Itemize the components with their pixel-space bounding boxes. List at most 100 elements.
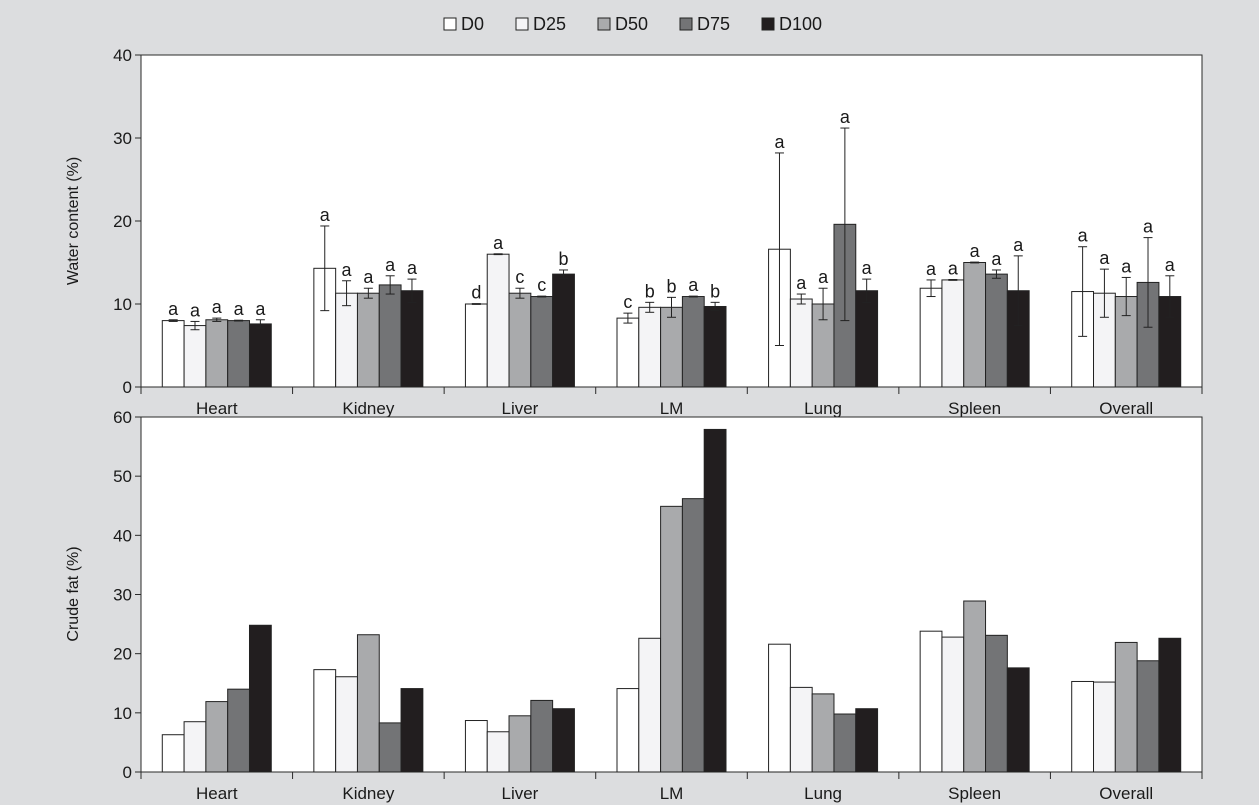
bar-lung-d100 <box>855 290 879 388</box>
significance-letter: a <box>1078 226 1089 246</box>
y-tick-label: 30 <box>113 129 132 148</box>
bar-heart-d50 <box>205 319 229 388</box>
legend-label-d100: D100 <box>779 14 822 34</box>
significance-letter: d <box>471 283 481 303</box>
legend-swatch-d50 <box>597 17 611 31</box>
significance-letter: a <box>688 275 699 295</box>
bar-spleen-d50 <box>963 262 987 388</box>
bar-liver-d50 <box>508 292 532 388</box>
category-label-lung: Lung <box>804 399 842 418</box>
significance-letter: a <box>493 233 504 253</box>
legend-swatch-d0 <box>443 17 457 31</box>
y-tick-label: 50 <box>113 467 132 486</box>
category-label-kidney: Kidney <box>342 399 394 418</box>
bar-lm-d50 <box>660 505 683 773</box>
bar-lung-d25 <box>789 298 813 388</box>
significance-letter: a <box>1099 248 1110 268</box>
significance-letter: a <box>407 258 418 278</box>
water-content-chart: 0 10 20 30 40 Water content (%) Heart Kidney Liv… <box>65 46 1203 418</box>
bar-kidney-d75 <box>378 722 402 773</box>
bar-kidney-d100 <box>400 688 424 773</box>
y-tick-label: 0 <box>123 378 132 397</box>
category-label-overall: Overall <box>1099 399 1153 418</box>
bar-heart-d75 <box>227 688 250 773</box>
bar-lm-d100 <box>703 428 727 773</box>
bar-overall-d50 <box>1114 641 1138 773</box>
legend-label-d25: D25 <box>533 14 566 34</box>
bar-heart-d50 <box>205 701 229 773</box>
legend-label-d0: D0 <box>461 14 484 34</box>
significance-letter: a <box>970 241 981 261</box>
crude-fat-chart: 0 10 20 30 40 50 60 Crude fat (%) Heart Kidney Liv… <box>65 408 1203 803</box>
category-label-liver: Liver <box>501 784 538 803</box>
bar-spleen-d75 <box>985 273 1008 388</box>
bar-kidney-d50 <box>356 634 380 773</box>
bar-spleen-d25 <box>941 636 965 773</box>
bar-overall-d0 <box>1071 680 1095 773</box>
significance-letter: a <box>862 258 873 278</box>
y-tick-label: 10 <box>113 704 132 723</box>
legend-swatch-d75 <box>679 17 693 31</box>
significance-letter: a <box>190 300 201 320</box>
bar-heart-d100 <box>248 624 272 773</box>
significance-letter: a <box>168 299 179 319</box>
significance-letter: a <box>342 260 353 280</box>
y-tick-label: 40 <box>113 46 132 65</box>
significance-letter: a <box>774 132 785 152</box>
significance-letter: b <box>710 281 720 301</box>
category-label-liver: Liver <box>501 399 538 418</box>
category-label-kidney: Kidney <box>342 784 394 803</box>
bar-liver-d75 <box>530 296 554 388</box>
significance-letter: a <box>1013 235 1024 255</box>
bar-kidney-d100 <box>400 290 424 388</box>
bar-liver-d50 <box>508 715 532 773</box>
legend: D0 D25 D50 D75 D100 <box>443 14 822 34</box>
bar-liver-d0 <box>464 720 488 773</box>
significance-letter: a <box>948 259 959 279</box>
bar-lm-d25 <box>638 637 662 773</box>
significance-letter: c <box>537 275 546 295</box>
bar-liver-d100 <box>552 708 575 773</box>
significance-letter: a <box>926 259 937 279</box>
bar-overall-d100 <box>1158 637 1182 773</box>
bar-lung-d75 <box>833 713 857 773</box>
legend-label-d75: D75 <box>697 14 730 34</box>
significance-letter: a <box>840 107 851 127</box>
bar-spleen-d50 <box>963 600 987 773</box>
category-label-spleen: Spleen <box>948 784 1001 803</box>
category-label-lung: Lung <box>804 784 842 803</box>
significance-letter: b <box>666 276 676 296</box>
significance-letter: a <box>1165 255 1176 275</box>
category-label-overall: Overall <box>1099 784 1153 803</box>
significance-letter: b <box>559 249 569 269</box>
bar-kidney-d25 <box>335 292 358 388</box>
bar-heart-d100 <box>248 323 272 388</box>
significance-letter: a <box>818 267 829 287</box>
bar-kidney-d50 <box>356 292 380 388</box>
significance-letter: a <box>991 249 1002 269</box>
bar-heart-d0 <box>161 320 185 388</box>
bar-lm-d75 <box>681 296 705 388</box>
significance-letter: a <box>385 255 396 275</box>
bar-lm-d75 <box>681 498 705 773</box>
category-label-lm: LM <box>660 399 684 418</box>
bar-lung-d50 <box>811 693 835 773</box>
significance-letter: c <box>623 292 632 312</box>
y-tick-label: 40 <box>113 526 132 545</box>
bar-heart-d25 <box>183 721 207 773</box>
bar-spleen-d25 <box>941 279 965 388</box>
bar-liver-d0 <box>464 303 488 388</box>
category-label-heart: Heart <box>196 784 238 803</box>
bar-heart-d0 <box>161 734 185 773</box>
bar-heart-d75 <box>227 320 250 388</box>
bar-liver-d25 <box>486 253 510 388</box>
bar-liver-d25 <box>486 731 510 773</box>
bar-kidney-d0 <box>313 669 337 773</box>
legend-swatch-d25 <box>515 17 529 31</box>
category-label-spleen: Spleen <box>948 399 1001 418</box>
legend-label-d50: D50 <box>615 14 648 34</box>
bar-liver-d100 <box>552 273 575 388</box>
y-tick-label: 10 <box>113 295 132 314</box>
bar-lm-d100 <box>703 305 727 388</box>
